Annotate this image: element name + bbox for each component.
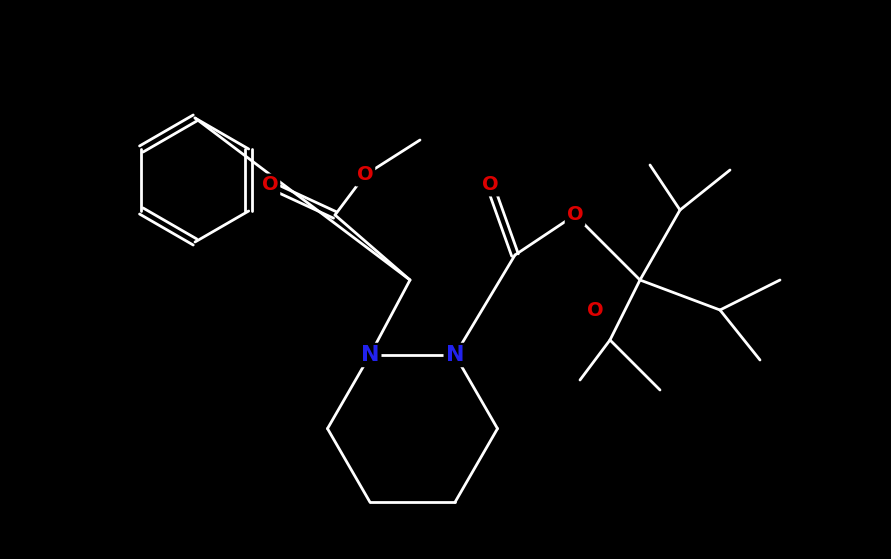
Text: O: O [567, 206, 584, 225]
Text: N: N [446, 345, 464, 365]
Text: O: O [262, 176, 278, 195]
Text: O: O [586, 301, 603, 320]
Text: O: O [356, 165, 373, 184]
Text: N: N [361, 345, 380, 365]
Text: O: O [482, 176, 498, 195]
